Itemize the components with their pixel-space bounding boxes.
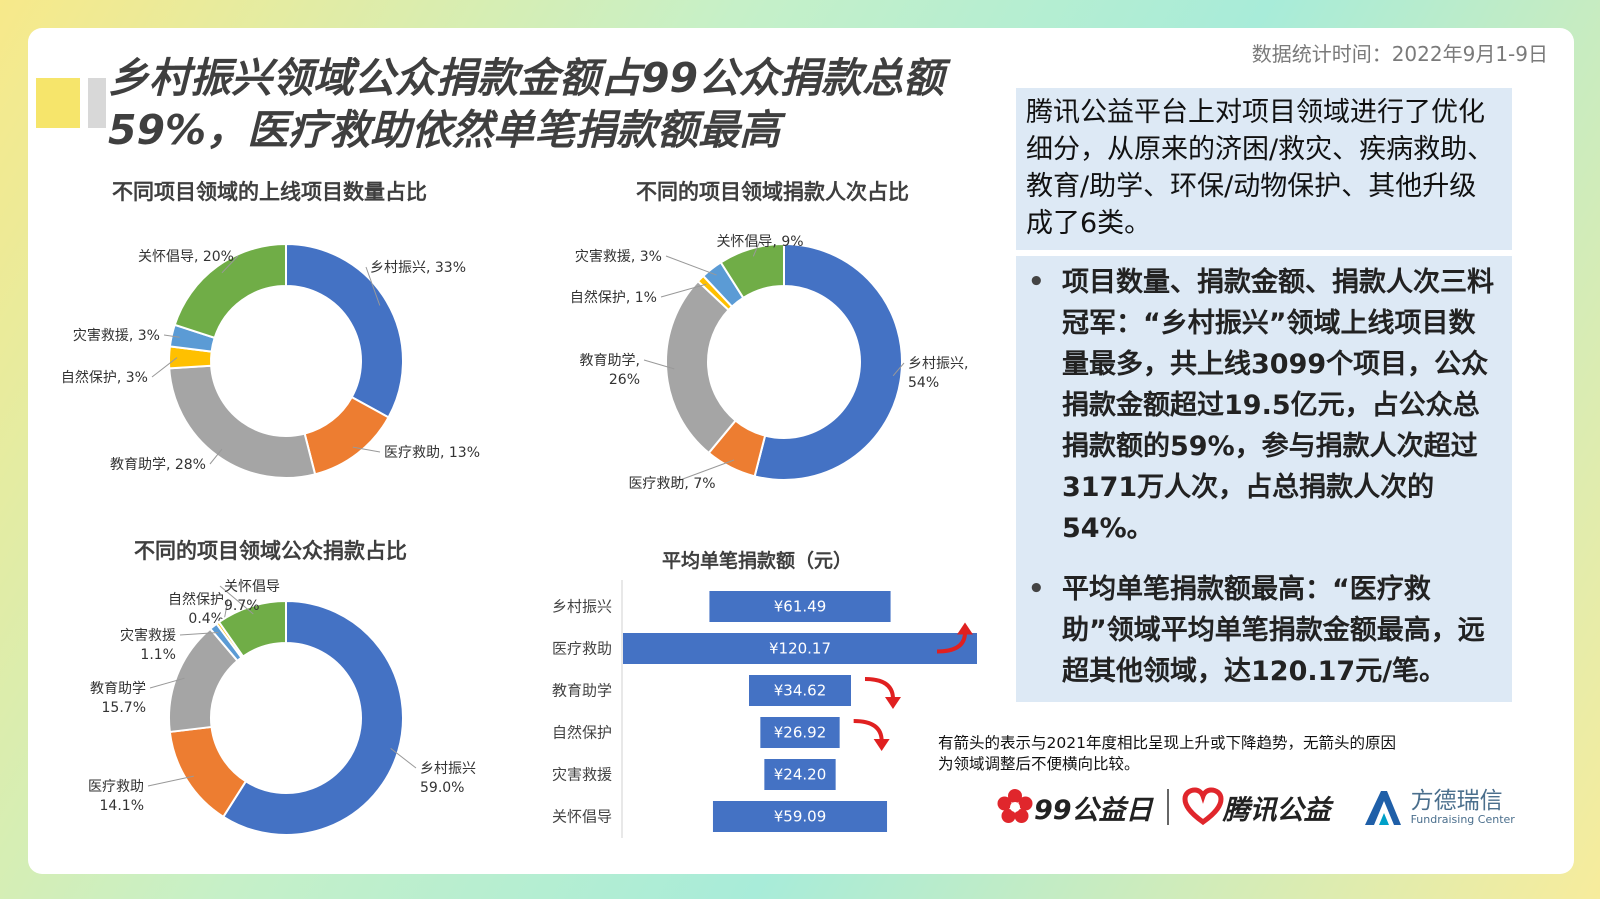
chart-title-projects: 不同项目领域的上线项目数量占比 (112, 180, 427, 204)
donut-label-3: 自然保护, 3% (61, 369, 148, 386)
bar-value-2: ¥34.62 (774, 682, 827, 700)
bar-category-1: 医疗救助 (552, 640, 612, 658)
flower-icon (997, 789, 1033, 823)
donut-label-1: 医疗救助 14.1% (88, 779, 144, 814)
donut-label-0: 乡村振兴, 54% (908, 356, 968, 391)
bar-value-5: ¥59.09 (774, 808, 827, 826)
bullet-dot-icon: • (1028, 574, 1045, 604)
leader-line (219, 585, 254, 615)
donut-label-2: 教育助学, 28% (110, 457, 206, 473)
donut-chart-projects: 乡村振兴, 33% 医疗救助, 13% 教育助学, 28% 自然保护, 3% 灾害救援,… (61, 242, 480, 479)
donut-label-2: 教育助学 15.7% (90, 681, 146, 716)
bar-value-1: ¥120.17 (769, 640, 831, 658)
bullet-dot-icon: • (1028, 267, 1045, 297)
stat-time: 数据统计时间：2022年9月1-9日 (1251, 42, 1548, 66)
leader-line (352, 446, 381, 453)
donut-label-3: 自然保护, 1% (570, 289, 657, 306)
logo-fd-name: 方德瑞信 (1410, 787, 1503, 814)
leader-line (892, 362, 905, 377)
title-deco-bar (88, 78, 106, 128)
footer-logos: 99公益日 腾讯公益 方德瑞信 Fundraising Center (996, 782, 1515, 832)
leader-line (643, 359, 675, 370)
leader-line (752, 240, 761, 257)
donut-label-5: 关怀倡导, 20% (138, 249, 234, 265)
info-bullets-box: • 项目数量、捐款金额、捐款人次三料冠军：“乡村振兴”领域上线项目数量最多，共上线… (1016, 256, 1512, 702)
bar-category-0: 乡村振兴 (552, 598, 612, 616)
leader-line (221, 255, 239, 274)
donut-slice-0 (221, 599, 404, 836)
donut-label-5: 关怀倡导, 9% (716, 234, 803, 250)
logo-tencent-text: 腾讯公益 (1222, 794, 1331, 826)
page-title: 乡村振兴领域公众捐款金额占99公众捐款总额59%，医疗救助依然单笔捐款额最高 (108, 54, 945, 154)
donut-slice-5 (173, 242, 287, 340)
bar-5 (712, 801, 888, 832)
trend-down-arrow-icon (853, 719, 884, 742)
donut-slice-0 (753, 242, 903, 481)
donut-label-3: 灾害救援 1.1% (120, 627, 176, 663)
trend-down-arrow-icon (864, 677, 895, 700)
bullet-text: 平均单笔捐款额最高：“医疗救助”领域平均单笔捐款金额最高，远超其他领域，达120… (1062, 574, 1485, 687)
info-summary-box: 腾讯公益平台上对项目领域进行了优化细分，从原来的济困/救灾、疾病救助、教育/助学… (1016, 88, 1512, 250)
bar-value-4: ¥24.20 (774, 766, 827, 784)
logo-fundraising: 方德瑞信 Fundraising Center (1361, 787, 1515, 827)
bar-category-3: 自然保护 (552, 724, 612, 742)
trend-up-arrowhead-icon (957, 622, 973, 635)
leader-line (151, 357, 178, 378)
donut-label-4: 自然保护 0.4% (168, 591, 224, 627)
donut-label-4: 灾害救援, 3% (73, 327, 160, 344)
donut-label-0: 乡村振兴 59.0% (420, 761, 476, 796)
chart-title-donations: 不同的项目领域公众捐款占比 (134, 539, 407, 563)
bar-category-2: 教育助学 (552, 682, 612, 700)
bullet-text: 项目数量、捐款金额、捐款人次三料冠军：“乡村振兴”领域上线项目数量最多，共上线3… (1062, 267, 1494, 544)
logo-99-text: 99公益日 (1034, 794, 1153, 826)
chart-title-avg: 平均单笔捐款额（元） (662, 550, 853, 572)
logo-fd-sub: Fundraising Center (1410, 812, 1515, 826)
bar-value-0: ¥61.49 (774, 598, 827, 616)
leader-line (365, 266, 381, 306)
donut-slice-5 (719, 242, 785, 300)
donut-label-2: 教育助学, 26% (580, 353, 640, 388)
bar-4 (764, 759, 836, 790)
bar-chart-avg: ¥61.49 乡村振兴 ¥120.17 医疗救助 ¥34.62 教育助学 ¥26.92 自然保… (552, 580, 977, 838)
bar-1 (623, 633, 977, 664)
leader-line (163, 334, 180, 338)
bar-category-5: 关怀倡导 (552, 808, 612, 826)
title-deco-square (36, 78, 80, 128)
leader-line (660, 283, 707, 298)
leader-line (149, 677, 185, 689)
donut-label-1: 医疗救助, 13% (384, 445, 480, 461)
heart-icon (1182, 787, 1224, 826)
donut-label-5: 关怀倡导 9.7% (224, 579, 280, 614)
bullet-item: • 项目数量、捐款金额、捐款人次三料冠军：“乡村振兴”领域上线项目数量最多，共上线… (1016, 262, 1512, 549)
logo-tencent: 腾讯公益 (1182, 787, 1331, 827)
donut-label-4: 灾害救援, 3% (575, 248, 662, 265)
leader-line (147, 775, 194, 787)
donut-label-0: 乡村振兴, 33% (370, 260, 466, 276)
leader-line (665, 255, 717, 276)
leader-line (390, 748, 417, 769)
chart-title-donors: 不同的项目领域捐款人次占比 (636, 180, 909, 204)
bar-3 (760, 717, 840, 748)
bar-category-4: 灾害救援 (552, 766, 612, 784)
trend-up-arrow-icon (936, 632, 967, 654)
leader-line (179, 632, 219, 636)
leader-line (671, 459, 735, 484)
bar-2 (749, 675, 851, 706)
fd-a-icon (1364, 791, 1401, 825)
donut-chart-donors: 乡村振兴, 54% 医疗救助, 7% 教育助学, 26% 自然保护, 1% 灾害救援, 3%… (570, 234, 969, 492)
bar-value-3: ¥26.92 (774, 724, 827, 742)
bar-0 (709, 591, 891, 622)
logo-separator (1166, 789, 1169, 825)
donut-chart-donations: 乡村振兴 59.0% 医疗救助 14.1% 教育助学 15.7% 灾害救援 1.1%自然保护 0… (88, 579, 476, 836)
bullet-item: • 平均单笔捐款额最高：“医疗救助”领域平均单笔捐款金额最高，远超其他领域，达12… (1016, 569, 1512, 692)
donut-label-1: 医疗救助, 7% (628, 476, 715, 492)
leader-line (209, 448, 223, 465)
trend-down-arrowhead-icon (884, 697, 901, 709)
trend-down-arrowhead-icon (873, 739, 890, 751)
footnote: 有箭头的表示与2021年度相比呈现上升或下降趋势，无箭头的原因为领域调整后不便横… (938, 734, 1396, 773)
donut-slice-5 (217, 599, 287, 658)
info-summary-text: 腾讯公益平台上对项目领域进行了优化细分，从原来的济困/救灾、疾病救助、教育/助学… (1026, 97, 1495, 239)
logo-99: 99公益日 (996, 788, 1153, 827)
